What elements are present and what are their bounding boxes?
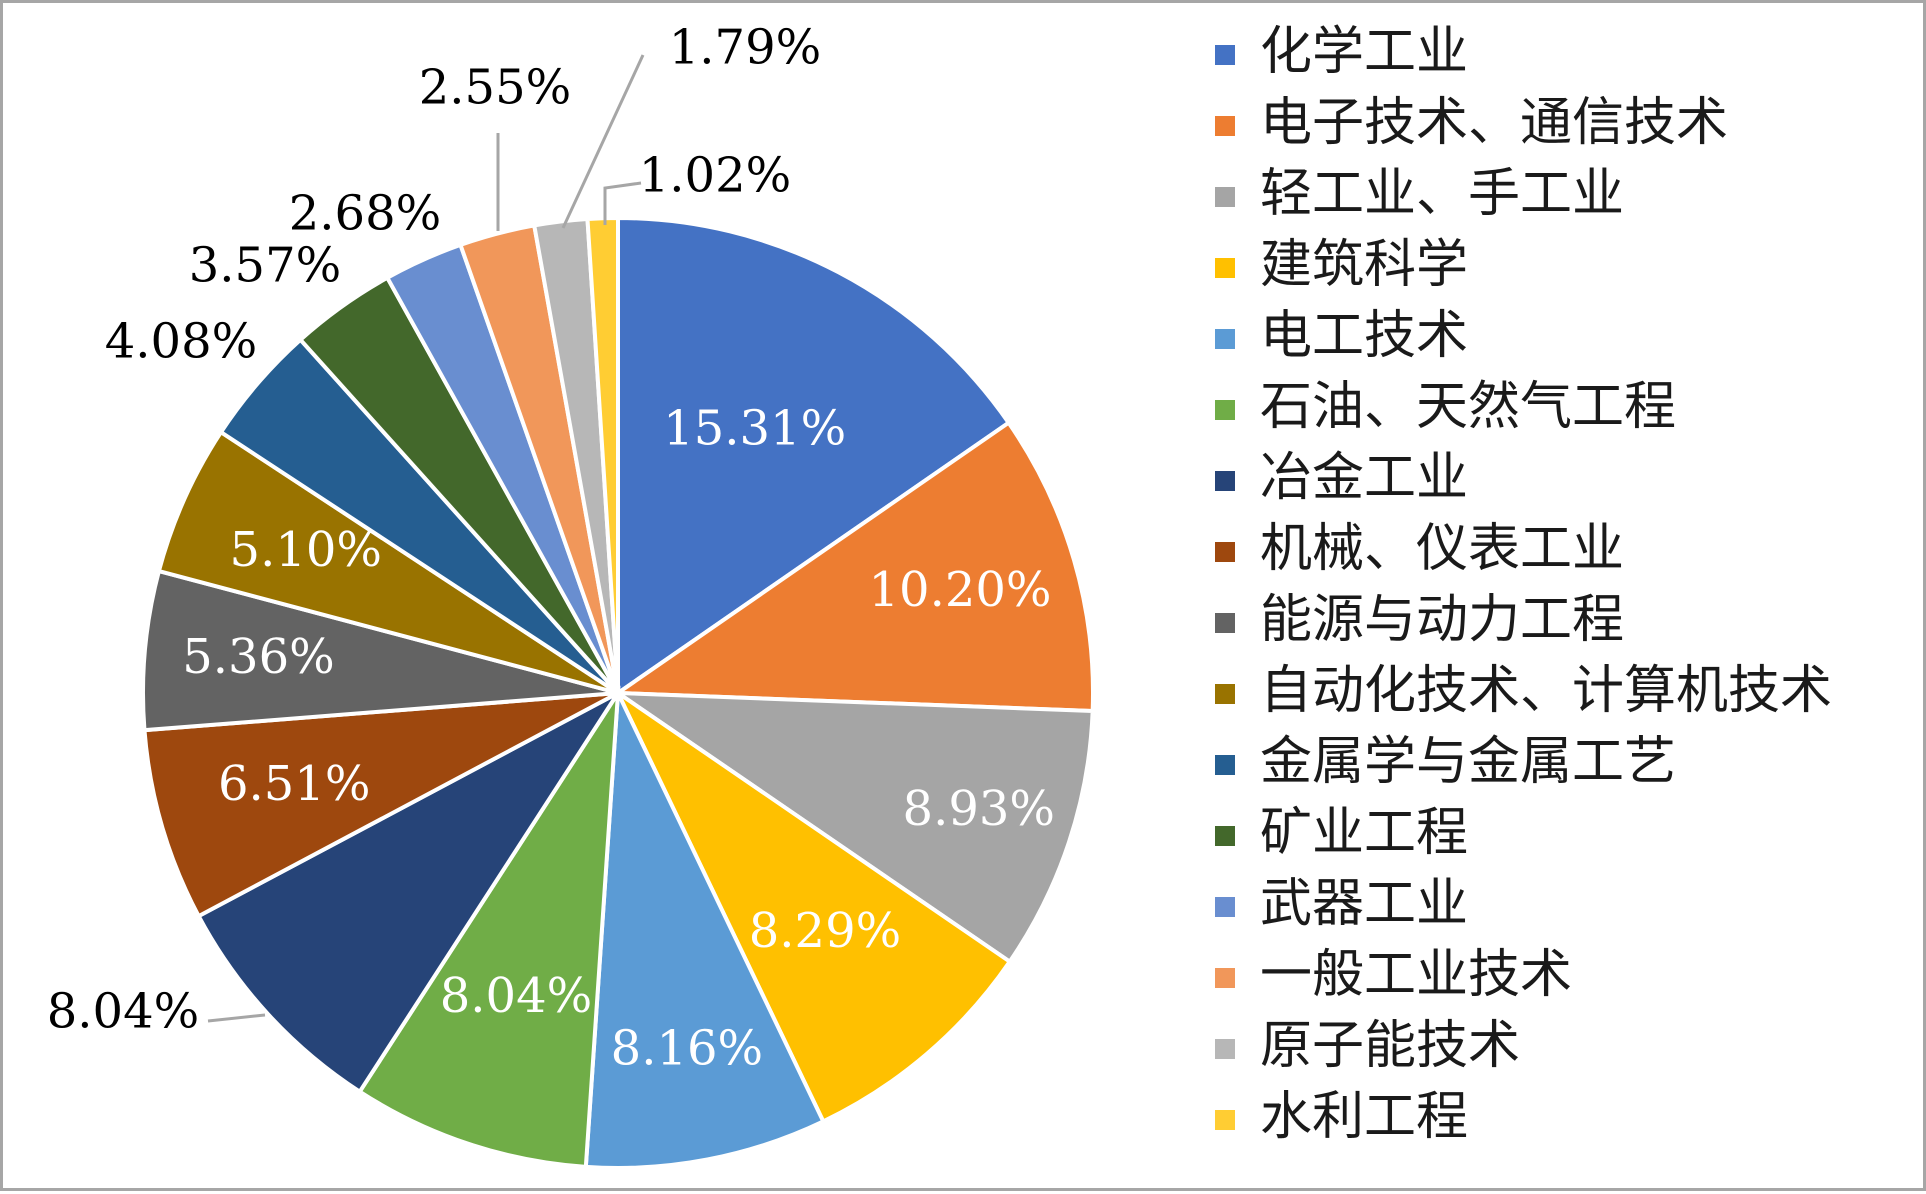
legend-swatch-12 bbox=[1215, 826, 1235, 846]
legend-label-5: 电工技术 bbox=[1260, 306, 1468, 366]
pie-chart: 15.31% 10.20% 8.93% 8.29% 8.16% 8.04% 8.04% 6.5… bbox=[47, 20, 1832, 1170]
legend-label-4: 建筑科学 bbox=[1260, 235, 1468, 295]
pie-slice-10 bbox=[156, 429, 620, 695]
data-label-14: 2.55% bbox=[419, 60, 571, 116]
legend-label-14: 一般工业技术 bbox=[1260, 945, 1572, 1005]
legend-label-2: 电子技术、通信技术 bbox=[1260, 93, 1728, 153]
pie-slice-2 bbox=[611, 419, 1096, 714]
legend-swatch-4 bbox=[1215, 258, 1235, 278]
data-label-11: 4.08% bbox=[105, 314, 257, 370]
legend-swatch-6 bbox=[1215, 400, 1235, 420]
legend-swatch-13 bbox=[1215, 897, 1235, 917]
legend-label-7: 冶金工业 bbox=[1260, 448, 1468, 508]
data-label-8: 6.51% bbox=[218, 756, 370, 812]
legend-swatch-14 bbox=[1215, 968, 1235, 988]
legend-swatch-3 bbox=[1215, 187, 1235, 207]
data-label-1: 15.31% bbox=[663, 401, 846, 457]
legend-label-10: 自动化技术、计算机技术 bbox=[1260, 661, 1832, 721]
data-label-2: 10.20% bbox=[868, 562, 1051, 618]
data-label-16: 1.02% bbox=[639, 148, 791, 204]
data-label-9: 5.36% bbox=[182, 629, 334, 685]
legend-swatch-1 bbox=[1215, 45, 1235, 65]
legend-label-8: 机械、仪表工业 bbox=[1260, 519, 1624, 579]
data-label-13: 2.68% bbox=[289, 186, 441, 242]
legend-label-16: 水利工程 bbox=[1260, 1087, 1468, 1147]
legend-swatch-10 bbox=[1215, 684, 1235, 704]
data-label-12: 3.57% bbox=[189, 238, 341, 294]
legend-swatch-11 bbox=[1215, 755, 1235, 775]
legend-swatch-2 bbox=[1215, 116, 1235, 136]
legend-swatch-8 bbox=[1215, 542, 1235, 562]
legend-label-6: 石油、天然气工程 bbox=[1260, 377, 1676, 437]
data-labels: 15.31% 10.20% 8.93% 8.29% 8.16% 8.04% 8.04% 6.5… bbox=[47, 20, 1055, 1077]
data-label-4: 8.29% bbox=[749, 903, 901, 959]
pie-slice-5 bbox=[583, 685, 826, 1170]
pie-slice-8 bbox=[142, 691, 619, 919]
data-label-10: 5.10% bbox=[230, 522, 382, 578]
legend-label-15: 原子能技术 bbox=[1260, 1016, 1520, 1076]
legend-label-11: 金属学与金属工艺 bbox=[1260, 732, 1676, 792]
legend-swatch-7 bbox=[1215, 471, 1235, 491]
legend-label-3: 轻工业、手工业 bbox=[1260, 164, 1624, 224]
pie-slice-3 bbox=[611, 690, 1095, 965]
legend-swatch-16 bbox=[1215, 1110, 1235, 1130]
pie-slice-6 bbox=[356, 685, 621, 1170]
legend-label-1: 化学工业 bbox=[1260, 22, 1468, 82]
pie-slice-4 bbox=[612, 687, 1013, 1125]
data-label-6: 8.04% bbox=[440, 968, 592, 1024]
pie-slice-1 bbox=[616, 215, 1012, 697]
data-label-15: 1.79% bbox=[669, 20, 821, 76]
pie-slice-9 bbox=[141, 568, 619, 733]
pie-slice-7 bbox=[195, 687, 624, 1095]
data-label-7: 8.04% bbox=[47, 984, 199, 1040]
legend-label-9: 能源与动力工程 bbox=[1260, 590, 1624, 650]
data-label-5: 8.16% bbox=[611, 1021, 763, 1077]
data-label-3: 8.93% bbox=[903, 781, 1055, 837]
legend-label-12: 矿业工程 bbox=[1260, 803, 1468, 863]
legend: 化学工业电子技术、通信技术轻工业、手工业建筑科学电工技术石油、天然气工程冶金工业… bbox=[1215, 22, 1832, 1147]
leader-line-7 bbox=[207, 1013, 266, 1023]
leader-lines bbox=[207, 54, 645, 1023]
legend-swatch-5 bbox=[1215, 329, 1235, 349]
legend-label-13: 武器工业 bbox=[1260, 874, 1468, 934]
pie-slice-16 bbox=[585, 215, 620, 694]
leader-line-16 bbox=[603, 181, 642, 225]
legend-swatch-15 bbox=[1215, 1039, 1235, 1059]
pie-slices bbox=[141, 215, 1096, 1170]
leader-line-15 bbox=[561, 54, 645, 229]
legend-swatch-9 bbox=[1215, 613, 1235, 633]
